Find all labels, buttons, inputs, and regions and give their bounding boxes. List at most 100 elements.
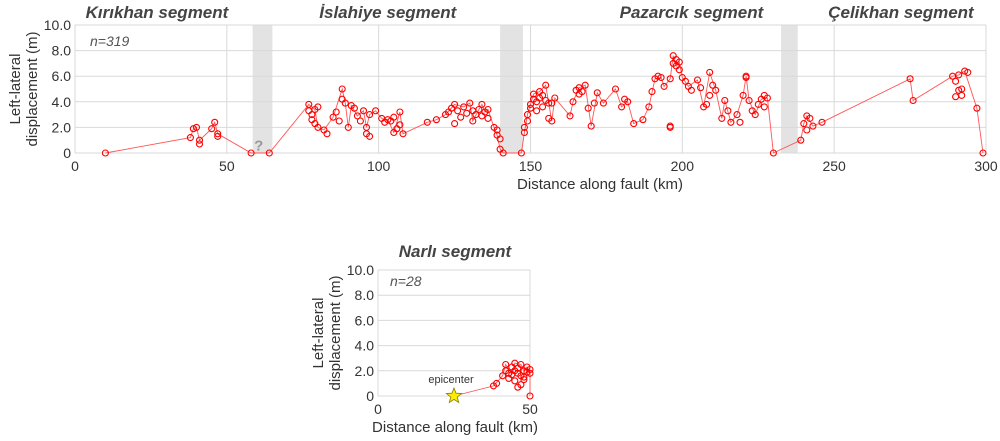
x-tick-label: 150: [519, 158, 543, 174]
data-point: [797, 136, 805, 144]
data-point: [687, 86, 695, 94]
data-point: [526, 392, 534, 400]
data-point: [432, 116, 440, 124]
data-point: [593, 89, 601, 97]
top-data-points: [101, 52, 987, 157]
data-point: [551, 94, 559, 102]
epicenter-star-icon: [445, 386, 463, 404]
data-point: [539, 91, 547, 99]
data-point: [493, 379, 501, 387]
data-point: [314, 103, 322, 111]
data-point: [639, 116, 647, 124]
data-point: [526, 369, 534, 377]
data-point: [581, 81, 589, 89]
data-point: [211, 118, 219, 126]
data-point: [526, 100, 535, 108]
data-point: [314, 123, 322, 131]
narli-tick-labels: 0 50 0 2.0 4.0 6.0 8.0 10.0: [347, 262, 538, 417]
data-point: [727, 118, 735, 126]
data-point: [906, 75, 914, 83]
data-point: [645, 103, 653, 111]
data-point: [526, 104, 535, 112]
data-point: [818, 118, 826, 126]
data-point: [423, 118, 431, 126]
data-point: [460, 103, 468, 111]
segment-title-3: Çelikhan segment: [828, 3, 975, 22]
y-tick-label: 2.0: [52, 119, 72, 135]
data-point: [539, 103, 547, 111]
data-point: [599, 99, 607, 107]
data-point: [463, 109, 471, 117]
data-point: [214, 132, 222, 140]
data-point: [208, 125, 216, 133]
data-point: [745, 96, 753, 105]
data-point: [706, 68, 714, 76]
top-chart: 0 50 100 150 200 250 300 0 2.0 4.0 6.0 8.0 10.0 Kırı…: [7, 3, 998, 193]
data-point: [760, 103, 768, 111]
data-point: [958, 91, 966, 99]
data-point: [739, 91, 747, 99]
narli-segment-title: Narlı segment: [399, 242, 513, 261]
top-tick-labels: 0 50 100 150 200 250 300 0 2.0 4.0 6.0 8.0 10.0: [44, 17, 998, 174]
x-tick-label: 250: [822, 158, 846, 174]
data-point: [523, 111, 532, 119]
data-point: [511, 377, 519, 385]
data-point: [350, 104, 358, 112]
data-point: [323, 130, 331, 138]
y-tick-label: 4.0: [355, 338, 375, 354]
y-tick-label: 8.0: [52, 43, 72, 59]
data-point: [341, 99, 349, 107]
data-point: [359, 107, 368, 115]
data-point: [763, 94, 771, 102]
data-point: [803, 126, 811, 134]
data-point: [587, 122, 595, 130]
data-point: [611, 85, 620, 93]
data-point: [724, 107, 732, 115]
narli-y-axis-label: Left-lateraldisplacement (m): [310, 275, 344, 390]
data-point: [478, 100, 486, 108]
y-tick-label: 0: [63, 145, 71, 161]
x-tick-label: 0: [71, 158, 79, 174]
narli-grid: [377, 269, 531, 397]
data-point: [709, 81, 717, 89]
data-point: [648, 88, 656, 96]
data-point: [390, 113, 398, 121]
top-x-axis-label: Distance along fault (km): [517, 176, 683, 193]
data-point: [624, 98, 632, 106]
data-point: [451, 100, 459, 108]
data-point: [545, 99, 553, 107]
data-point: [353, 112, 361, 120]
data-point: [520, 123, 528, 131]
data-point: [308, 111, 316, 119]
segment-title-1: İslahiye segment: [319, 3, 457, 22]
data-point: [955, 71, 963, 79]
top-y-axis-label: Left-lateraldisplacement (m): [7, 31, 41, 146]
segment-title-0: Kırıkhan segment: [86, 3, 230, 22]
data-point: [706, 91, 714, 99]
data-point: [517, 360, 525, 369]
data-point: [721, 96, 729, 105]
data-point: [769, 149, 777, 157]
data-point: [520, 376, 528, 384]
data-point: [754, 100, 762, 108]
narli-data-points: [489, 359, 534, 400]
data-point: [742, 73, 750, 82]
x-tick-label: 100: [367, 158, 391, 174]
data-point: [265, 149, 273, 157]
data-point: [195, 140, 204, 148]
narli-sample-count: n=28: [390, 273, 422, 289]
data-point: [973, 104, 981, 112]
data-point: [751, 111, 759, 119]
segment-title-2: Pazarcık segment: [620, 3, 765, 22]
data-point: [502, 360, 510, 369]
y-tick-label: 6.0: [355, 312, 375, 328]
narli-x-axis-label: Distance along fault (km): [372, 419, 538, 436]
data-point: [909, 96, 917, 105]
data-point: [396, 121, 404, 129]
data-point: [952, 77, 960, 85]
x-tick-label: 200: [671, 158, 695, 174]
data-point: [618, 103, 626, 111]
data-point: [718, 114, 726, 122]
data-point: [396, 108, 404, 116]
